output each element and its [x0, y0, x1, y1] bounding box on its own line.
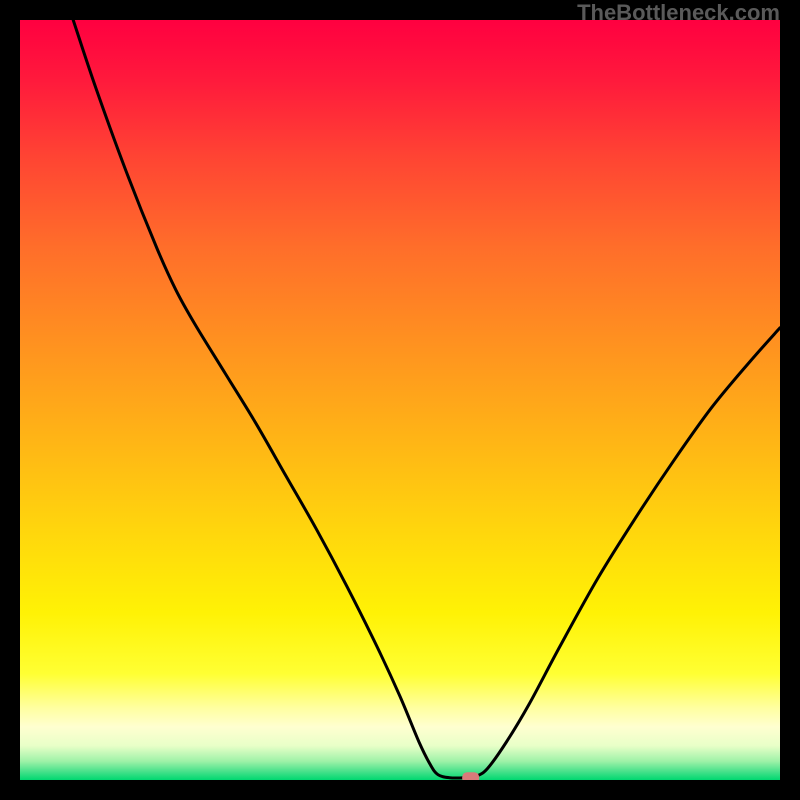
plot-area — [20, 20, 780, 780]
gradient-background — [20, 20, 780, 780]
optimal-marker — [462, 772, 479, 780]
chart-frame: TheBottleneck.com — [0, 0, 800, 800]
bottleneck-curve-chart — [20, 20, 780, 780]
watermark-text: TheBottleneck.com — [577, 0, 780, 26]
